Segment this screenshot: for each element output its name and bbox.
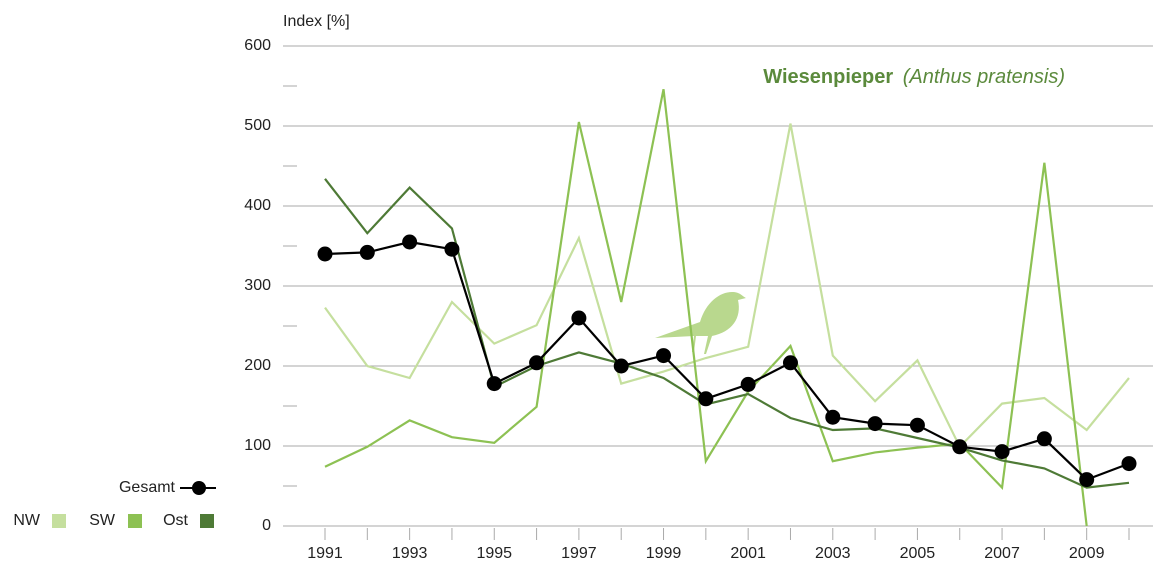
bird-illustration [655, 292, 746, 354]
chart-title-group: Wiesenpieper (Anthus pratensis) [763, 66, 1065, 88]
x-tick-label: 1991 [307, 545, 343, 562]
data-point [1037, 431, 1052, 446]
data-point [868, 416, 883, 431]
y-axis-label: Index [%] [283, 13, 350, 30]
data-point [741, 377, 756, 392]
y-tick-label: 100 [244, 437, 271, 454]
data-point [571, 311, 586, 326]
data-point [656, 348, 671, 363]
series-line [325, 89, 1087, 526]
x-tick-label: 1997 [561, 545, 597, 562]
data-point [444, 242, 459, 257]
legend-label: SW [89, 512, 116, 529]
legend-label: Ost [163, 512, 188, 529]
y-tick-label: 500 [244, 117, 271, 134]
chart-title: Wiesenpieper [763, 66, 893, 88]
legend-label: NW [13, 512, 41, 529]
data-point [1079, 472, 1094, 487]
x-tick-label: 2009 [1069, 545, 1105, 562]
page: Index [%] Wiesenpieper (Anthus pratensis… [0, 0, 1153, 562]
y-tick-label: 600 [244, 37, 271, 54]
x-tick-label: 2007 [984, 545, 1020, 562]
x-tick-label: 1999 [646, 545, 682, 562]
y-tick-label: 0 [262, 517, 271, 534]
data-point [783, 355, 798, 370]
legend-swatch [52, 514, 66, 528]
y-tick-label: 400 [244, 197, 271, 214]
data-point [952, 439, 967, 454]
data-point [910, 418, 925, 433]
data-point [698, 391, 713, 406]
data-point [360, 245, 375, 260]
data-point [529, 355, 544, 370]
y-tick-label: 200 [244, 357, 271, 374]
x-tick-label: 1995 [476, 545, 512, 562]
data-point [614, 359, 629, 374]
chart: Index [%] Wiesenpieper (Anthus pratensis… [0, 0, 1153, 562]
legend-marker [192, 481, 206, 495]
data-point [995, 444, 1010, 459]
legend-swatch [128, 514, 142, 528]
x-tick-label: 2001 [730, 545, 766, 562]
x-tick-label: 2005 [900, 545, 936, 562]
legend-label: Gesamt [119, 479, 176, 496]
x-tick-label: 1993 [392, 545, 428, 562]
data-point [318, 247, 333, 262]
y-tick-label: 300 [244, 277, 271, 294]
data-point [487, 376, 502, 391]
x-tick-label: 2003 [815, 545, 851, 562]
data-point [402, 235, 417, 250]
data-point [825, 410, 840, 425]
chart-subtitle: (Anthus pratensis) [903, 66, 1065, 88]
legend-swatch [200, 514, 214, 528]
data-point [1122, 456, 1137, 471]
